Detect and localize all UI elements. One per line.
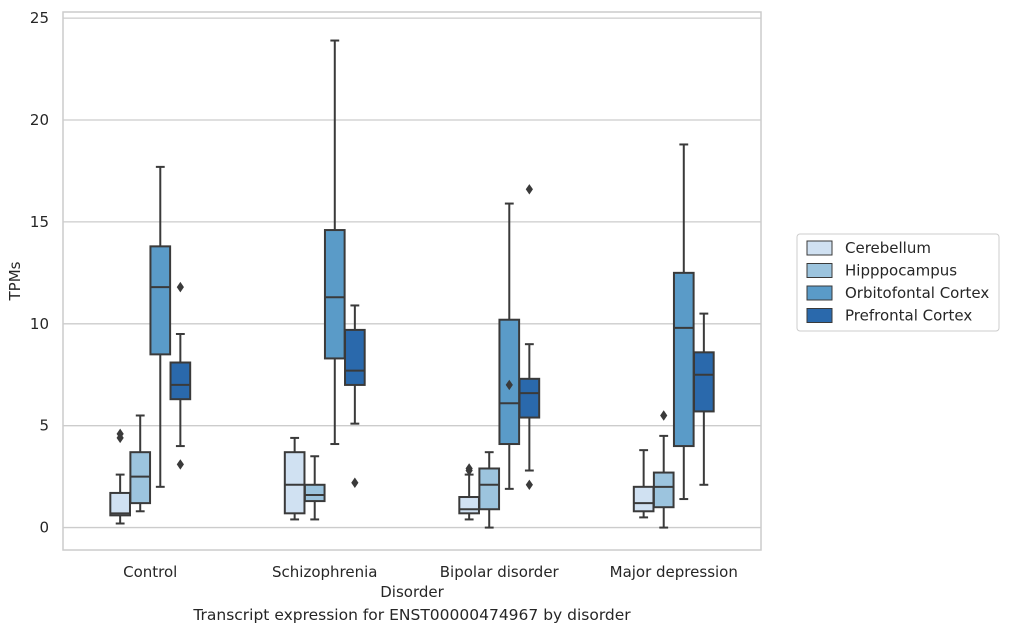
outlier-point: [660, 410, 668, 421]
box-2-1: [478, 451, 501, 529]
box-iqr: [693, 351, 715, 413]
legend-label: Orbitofontal Cortex: [845, 284, 989, 302]
legend-label: Cerebellum: [845, 239, 931, 257]
outlier-point: [176, 281, 184, 293]
x-tick-label: Bipolar disorder: [440, 563, 560, 581]
y-tick-label: 15: [30, 213, 49, 231]
box-iqr: [303, 483, 326, 503]
box-iqr: [652, 471, 675, 509]
outlier-point: [116, 428, 124, 440]
box-0-2: [149, 165, 172, 488]
figure-caption: Transcript expression for ENST0000047496…: [193, 606, 631, 624]
box-3-2: [672, 143, 695, 501]
box-iqr: [109, 491, 131, 517]
box-iqr: [323, 229, 346, 360]
box-1-3: [344, 304, 366, 488]
x-tick-label: Schizophrenia: [272, 563, 377, 581]
legend-swatch: [806, 308, 833, 323]
box-iqr: [129, 451, 152, 505]
box-1-1: [303, 455, 326, 521]
outlier-point: [351, 477, 359, 488]
box-1-2: [323, 39, 346, 446]
legend-frame: [796, 233, 1000, 332]
y-tick-label: 20: [30, 111, 49, 129]
box-3-0: [632, 449, 655, 519]
x-tick-label: Major depression: [610, 563, 738, 581]
legend-label: Hipppocampus: [845, 262, 957, 280]
box-iqr: [518, 377, 541, 419]
box-0-1: [129, 414, 152, 513]
box-0-3: [169, 281, 192, 470]
x-axis-label: Disorder: [380, 583, 444, 601]
x-tick-labels: Control Schizophrenia Bipolar disorder Majo…: [123, 563, 738, 581]
plot-frame: [62, 11, 762, 551]
y-tick-label: 0: [39, 519, 49, 537]
outlier-point: [525, 479, 533, 490]
box-iqr: [283, 451, 306, 515]
outlier-point: [505, 379, 513, 391]
box-2-0: [458, 463, 480, 521]
box-iqr: [458, 496, 480, 515]
box-iqr: [478, 467, 501, 511]
box-iqr: [672, 271, 695, 448]
legend-swatch: [806, 240, 833, 256]
box-iqr: [344, 328, 366, 386]
x-tick-label: Control: [123, 563, 177, 581]
outlier-point: [465, 463, 473, 474]
box-iqr: [632, 485, 655, 513]
box-3-1: [652, 410, 675, 529]
legend: Cerebellum Hipppocampus Orbitofontal Corte…: [796, 233, 1000, 332]
box-iqr: [169, 361, 192, 401]
gridlines: [63, 17, 761, 529]
legend-swatch: [806, 285, 833, 301]
box-2-2: [498, 202, 521, 490]
outlier-point: [176, 459, 184, 470]
box-2-3: [518, 184, 541, 490]
legend-swatch: [806, 263, 833, 278]
y-tick-label: 10: [30, 315, 49, 333]
outlier-point: [525, 184, 533, 195]
y-axis-label: TPMs: [6, 261, 24, 301]
box-iqr: [149, 245, 172, 356]
legend-label: Prefrontal Cortex: [845, 307, 972, 325]
y-tick-label: 5: [39, 417, 49, 435]
box-3-3: [693, 312, 715, 486]
y-tick-labels: 0 5 10 15 20 25: [30, 9, 49, 536]
box-1-0: [283, 436, 306, 521]
plot-boxes: [109, 39, 715, 529]
box-0-0: [109, 428, 131, 525]
y-tick-label: 25: [30, 9, 49, 27]
